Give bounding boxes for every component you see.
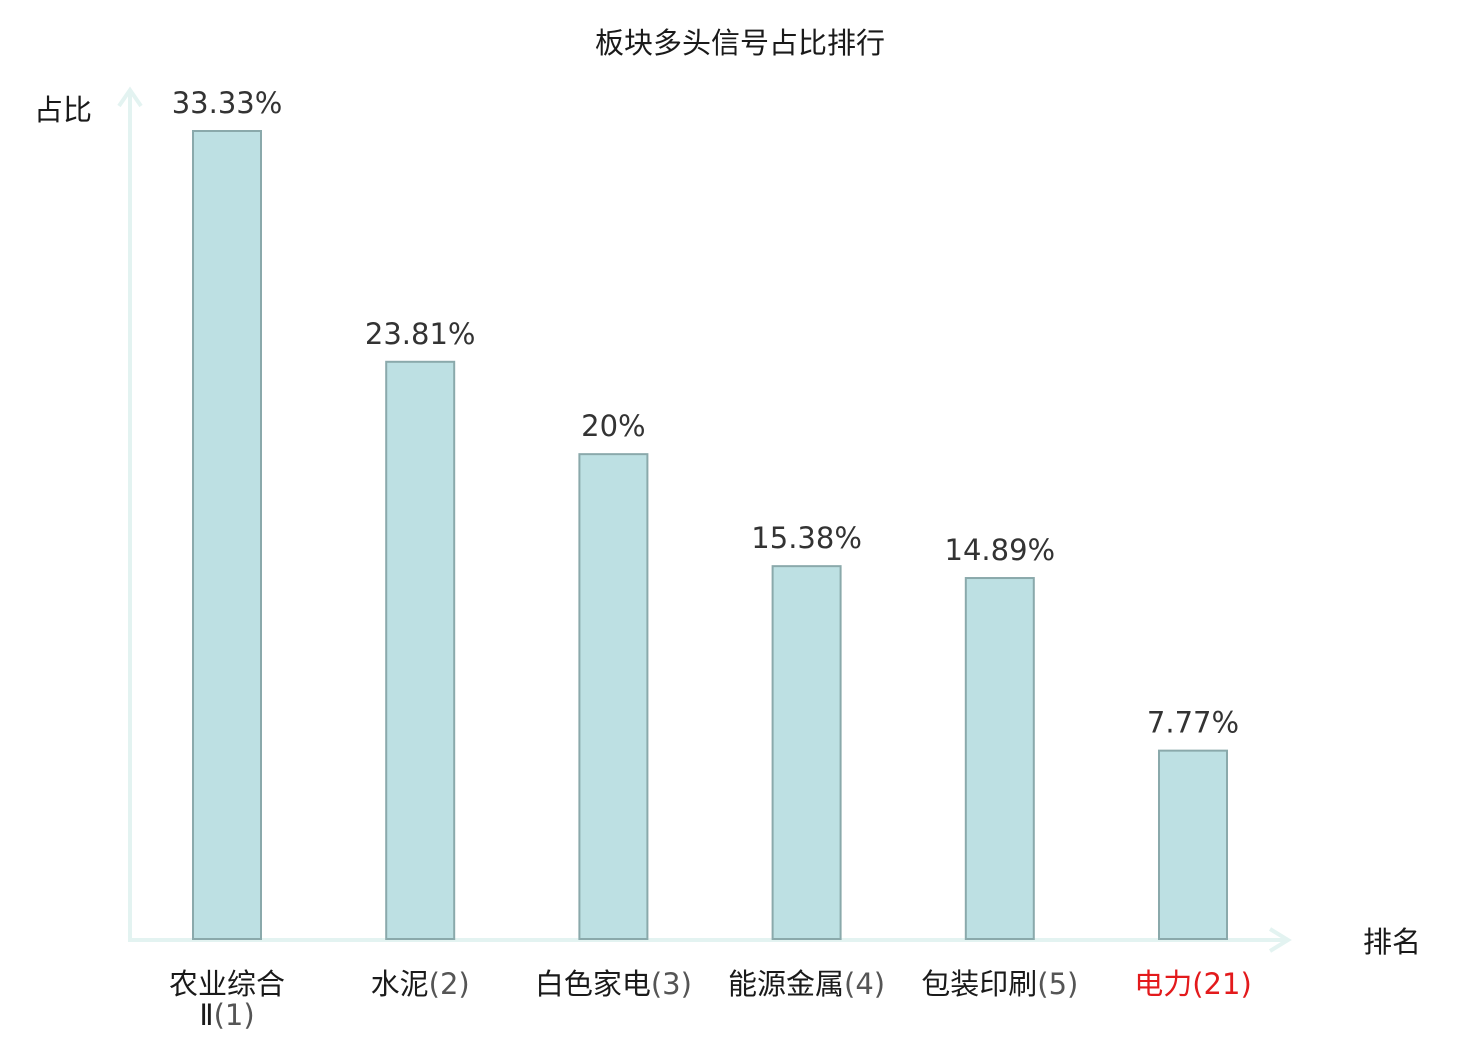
y-axis-label: 占比 bbox=[34, 93, 92, 127]
x-axis-label: 排名 bbox=[1363, 925, 1421, 959]
chart-title: 板块多头信号占比排行 bbox=[595, 26, 885, 60]
value-label: 15.38% bbox=[751, 521, 862, 555]
value-label: 20% bbox=[581, 409, 645, 443]
bar bbox=[192, 130, 262, 940]
category-label: 能源金属(4) bbox=[728, 967, 885, 1001]
category-label: 白色家电(3) bbox=[535, 967, 692, 1001]
value-label: 14.89% bbox=[945, 533, 1056, 567]
category-label: 水泥(2) bbox=[371, 967, 470, 1001]
bar bbox=[964, 577, 1035, 940]
value-label: 7.77% bbox=[1147, 706, 1239, 740]
bar bbox=[771, 565, 842, 940]
bar bbox=[1158, 749, 1228, 940]
y-axis-arrow bbox=[117, 86, 143, 108]
bar bbox=[578, 453, 649, 940]
category-label: 包装印刷(5) bbox=[921, 967, 1078, 1001]
value-label: 23.81% bbox=[365, 317, 476, 351]
category-label: 农业综合 bbox=[169, 967, 285, 1001]
category-label-line2: Ⅱ(1) bbox=[199, 998, 254, 1032]
x-axis-arrow bbox=[1268, 927, 1292, 953]
category-label: 电力(21) bbox=[1134, 967, 1252, 1001]
bar bbox=[385, 360, 456, 940]
value-label: 33.33% bbox=[172, 86, 283, 120]
